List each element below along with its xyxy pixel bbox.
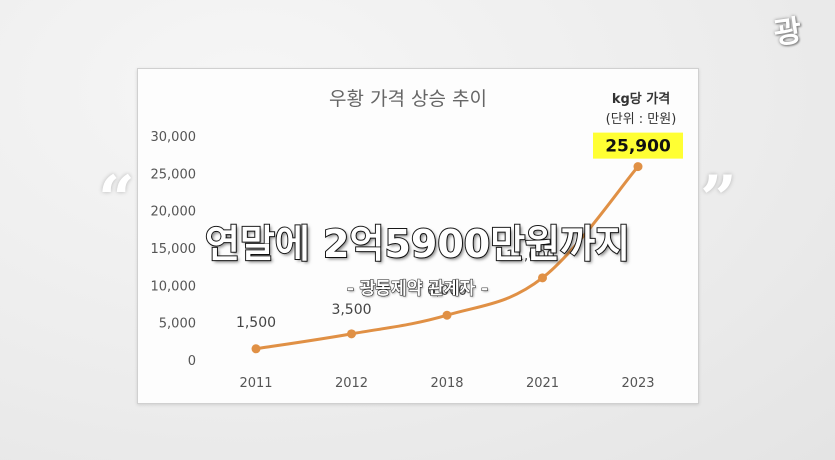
data-label-highlight: 25,900 [605, 137, 671, 157]
unit-note: (단위 : 만원) [606, 112, 677, 127]
x-tick-label: 2012 [335, 376, 368, 391]
subtitle-source: - 광동제약 관계자 - [346, 279, 489, 300]
chart-card: 우황 가격 상승 추이 kg당 가격 (단위 : 만원) 0 5,000 10,00… [137, 68, 699, 404]
highlight-box [593, 132, 683, 159]
open-quote-mark: “ [98, 162, 135, 237]
subtitle-caption: 연말에 2억5900만원까지 [204, 221, 631, 267]
y-tick-label: 0 [188, 354, 196, 369]
series-line [255, 165, 640, 351]
x-tick-label: 2018 [430, 376, 463, 391]
data-point [538, 273, 547, 283]
data-point [442, 310, 452, 320]
y-tick-label: 5,000 [159, 317, 196, 332]
x-tick-label: 2021 [526, 376, 559, 391]
channel-logo: 광 [771, 13, 805, 52]
data-label: 3,500 [331, 302, 371, 318]
data-label: 6,000 [427, 283, 467, 299]
data-label: 1,500 [236, 315, 276, 331]
unit-label: kg당 가격 [612, 91, 670, 107]
data-label: 11,000 [506, 248, 555, 264]
y-tick-label: 25,000 [151, 167, 197, 182]
y-tick-label: 20,000 [151, 205, 197, 220]
close-quote-mark: ” [700, 162, 737, 237]
price-line-chart: 우황 가격 상승 추이 kg당 가격 (단위 : 만원) 0 5,000 10,00… [151, 88, 683, 391]
x-tick-label: 2011 [239, 376, 272, 391]
data-point [251, 344, 261, 354]
data-point [633, 162, 643, 172]
y-tick-label: 10,000 [151, 279, 197, 294]
y-tick-label: 30,000 [151, 130, 197, 145]
x-tick-label: 2023 [621, 376, 654, 391]
chart-title: 우황 가격 상승 추이 [329, 88, 487, 110]
y-tick-label: 15,000 [151, 242, 197, 257]
data-point [347, 329, 356, 339]
